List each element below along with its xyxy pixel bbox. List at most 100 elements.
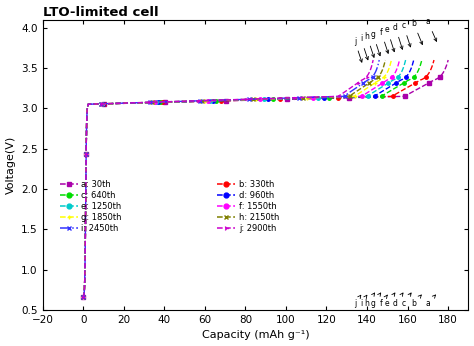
h: 2150th: (140, 3.29): 2150th: (140, 3.29) (364, 83, 369, 87)
f: 1550th: (0, 0.656): 1550th: (0, 0.656) (80, 295, 86, 300)
e: 1250th: (4.81, 3.05): 1250th: (4.81, 3.05) (90, 102, 96, 106)
j: 2900th: (4.57, 3.05): 2900th: (4.57, 3.05) (90, 102, 95, 106)
h: 2150th: (149, 3.57): 2150th: (149, 3.57) (382, 61, 388, 65)
i: 2450th: (146, 3.57): 2450th: (146, 3.57) (376, 61, 382, 65)
b: 330th: (50.3, 3.08): 330th: (50.3, 3.08) (182, 100, 188, 104)
Text: a: a (426, 295, 436, 308)
a: 30th: (171, 3.33): 30th: (171, 3.33) (428, 80, 433, 84)
c: 640th: (167, 3.6): 640th: (167, 3.6) (419, 58, 425, 62)
b: 330th: (165, 3.33): 330th: (165, 3.33) (414, 80, 420, 84)
Text: f: f (380, 28, 389, 53)
Y-axis label: Voltage(V): Voltage(V) (6, 136, 16, 194)
g: 1850th: (44.4, 3.08): 1850th: (44.4, 3.08) (170, 100, 176, 104)
e: 1250th: (149, 3.29): 1250th: (149, 3.29) (383, 83, 388, 87)
j: 2900th: (141, 3.42): 2900th: (141, 3.42) (365, 73, 371, 77)
j: 2900th: (136, 3.33): 2900th: (136, 3.33) (356, 80, 362, 84)
e: 1250th: (151, 3.33): 1250th: (151, 3.33) (387, 80, 393, 84)
e: 1250th: (46.4, 3.08): 1250th: (46.4, 3.08) (174, 100, 180, 104)
Text: h: h (365, 293, 374, 308)
Line: i: 2450th: i: 2450th (82, 58, 381, 299)
i: 2450th: (146, 3.6): 2450th: (146, 3.6) (376, 58, 382, 62)
d: 960th: (4.87, 3.05): 960th: (4.87, 3.05) (90, 102, 96, 106)
Text: f: f (380, 295, 387, 308)
b: 330th: (170, 3.42): 330th: (170, 3.42) (425, 73, 431, 77)
Line: e: 1250th: e: 1250th (82, 58, 407, 299)
g: 1850th: (143, 3.29): 1850th: (143, 3.29) (369, 83, 375, 87)
Text: LTO-limited cell: LTO-limited cell (43, 6, 158, 19)
h: 2150th: (146, 3.42): 2150th: (146, 3.42) (377, 73, 383, 77)
f: 1550th: (148, 3.33): 1550th: (148, 3.33) (382, 80, 387, 84)
a: 30th: (0, 0.656): 30th: (0, 0.656) (80, 295, 86, 300)
f: 1550th: (45.5, 3.08): 1550th: (45.5, 3.08) (173, 100, 178, 104)
Text: h: h (365, 32, 374, 57)
d: 960th: (160, 3.42): 960th: (160, 3.42) (405, 73, 411, 77)
b: 330th: (162, 3.29): 330th: (162, 3.29) (410, 83, 415, 87)
Text: c: c (401, 293, 411, 308)
d: 960th: (163, 3.57): 960th: (163, 3.57) (410, 61, 416, 65)
Line: d: 960th: d: 960th (82, 58, 415, 299)
Text: c: c (401, 21, 411, 47)
Text: j: j (354, 37, 362, 62)
j: 2900th: (143, 3.57): 2900th: (143, 3.57) (370, 61, 375, 65)
f: 1550th: (156, 3.6): 1550th: (156, 3.6) (397, 58, 402, 62)
h: 2150th: (149, 3.6): 2150th: (149, 3.6) (383, 58, 388, 62)
b: 330th: (5.02, 3.05): 330th: (5.02, 3.05) (91, 102, 96, 106)
h: 2150th: (0, 0.656): 2150th: (0, 0.656) (80, 295, 86, 300)
Text: b: b (411, 19, 423, 45)
a: 30th: (169, 3.29): 30th: (169, 3.29) (423, 83, 428, 87)
i: 2450th: (4.62, 3.05): 2450th: (4.62, 3.05) (90, 102, 95, 106)
Text: e: e (385, 25, 395, 52)
a: 30th: (177, 3.42): 30th: (177, 3.42) (439, 73, 445, 77)
i: 2450th: (0, 0.656): 2450th: (0, 0.656) (80, 295, 86, 300)
j: 2900th: (41.9, 3.08): 2900th: (41.9, 3.08) (165, 100, 171, 104)
a: 30th: (5.12, 3.05): 30th: (5.12, 3.05) (91, 102, 96, 106)
j: 2900th: (143, 3.6): 2900th: (143, 3.6) (370, 58, 376, 62)
c: 640th: (157, 3.29): 640th: (157, 3.29) (398, 83, 404, 87)
Text: e: e (385, 293, 395, 308)
h: 2150th: (4.66, 3.05): 2150th: (4.66, 3.05) (90, 102, 95, 106)
d: 960th: (47.5, 3.08): 960th: (47.5, 3.08) (177, 100, 182, 104)
Line: j: 2900th: j: 2900th (82, 58, 375, 299)
i: 2450th: (139, 3.33): 2450th: (139, 3.33) (362, 80, 368, 84)
X-axis label: Capacity (mAh g⁻¹): Capacity (mAh g⁻¹) (202, 330, 310, 340)
Text: g: g (371, 30, 381, 56)
i: 2450th: (143, 3.42): 2450th: (143, 3.42) (371, 73, 377, 77)
Text: d: d (393, 23, 403, 49)
Line: f: 1550th: f: 1550th (82, 58, 401, 299)
e: 1250th: (0, 0.656): 1250th: (0, 0.656) (80, 295, 86, 300)
g: 1850th: (152, 3.6): 1850th: (152, 3.6) (389, 58, 394, 62)
f: 1550th: (4.77, 3.05): 1550th: (4.77, 3.05) (90, 102, 96, 106)
e: 1250th: (159, 3.6): 1250th: (159, 3.6) (403, 58, 409, 62)
g: 1850th: (0, 0.656): 1850th: (0, 0.656) (80, 295, 86, 300)
h: 2150th: (43.6, 3.08): 2150th: (43.6, 3.08) (169, 100, 174, 104)
e: 1250th: (156, 3.42): 1250th: (156, 3.42) (397, 73, 403, 77)
c: 640th: (164, 3.42): 640th: (164, 3.42) (413, 73, 419, 77)
j: 2900th: (134, 3.29): 2900th: (134, 3.29) (352, 83, 358, 87)
Line: h: 2150th: h: 2150th (82, 58, 387, 299)
g: 1850th: (149, 3.42): 1850th: (149, 3.42) (383, 73, 389, 77)
Line: b: 330th: b: 330th (82, 58, 436, 299)
Text: i: i (360, 295, 367, 308)
j: 2900th: (0, 0.656): 2900th: (0, 0.656) (80, 295, 86, 300)
f: 1550th: (153, 3.42): 1550th: (153, 3.42) (391, 73, 397, 77)
c: 640th: (159, 3.33): 640th: (159, 3.33) (402, 80, 408, 84)
i: 2450th: (42.7, 3.08): 2450th: (42.7, 3.08) (167, 100, 173, 104)
a: 30th: (180, 3.57): 30th: (180, 3.57) (445, 61, 450, 65)
Text: d: d (393, 293, 403, 308)
Text: i: i (360, 34, 368, 60)
d: 960th: (153, 3.29): 960th: (153, 3.29) (390, 83, 396, 87)
g: 1850th: (152, 3.57): 1850th: (152, 3.57) (388, 61, 393, 65)
Legend: b: 330th, d: 960th, f: 1550th, h: 2150th, j: 2900th: b: 330th, d: 960th, f: 1550th, h: 2150th… (217, 180, 279, 233)
f: 1550th: (156, 3.57): 1550th: (156, 3.57) (396, 61, 401, 65)
c: 640th: (4.93, 3.05): 640th: (4.93, 3.05) (91, 102, 96, 106)
b: 330th: (173, 3.57): 330th: (173, 3.57) (430, 61, 436, 65)
c: 640th: (48.6, 3.08): 640th: (48.6, 3.08) (179, 100, 184, 104)
b: 330th: (173, 3.6): 330th: (173, 3.6) (431, 58, 437, 62)
Text: j: j (354, 295, 361, 308)
g: 1850th: (4.71, 3.05): 1850th: (4.71, 3.05) (90, 102, 96, 106)
Text: b: b (411, 295, 421, 308)
d: 960th: (155, 3.33): 960th: (155, 3.33) (395, 80, 401, 84)
i: 2450th: (137, 3.29): 2450th: (137, 3.29) (358, 83, 364, 87)
e: 1250th: (159, 3.57): 1250th: (159, 3.57) (402, 61, 408, 65)
Line: g: 1850th: g: 1850th (82, 58, 393, 299)
